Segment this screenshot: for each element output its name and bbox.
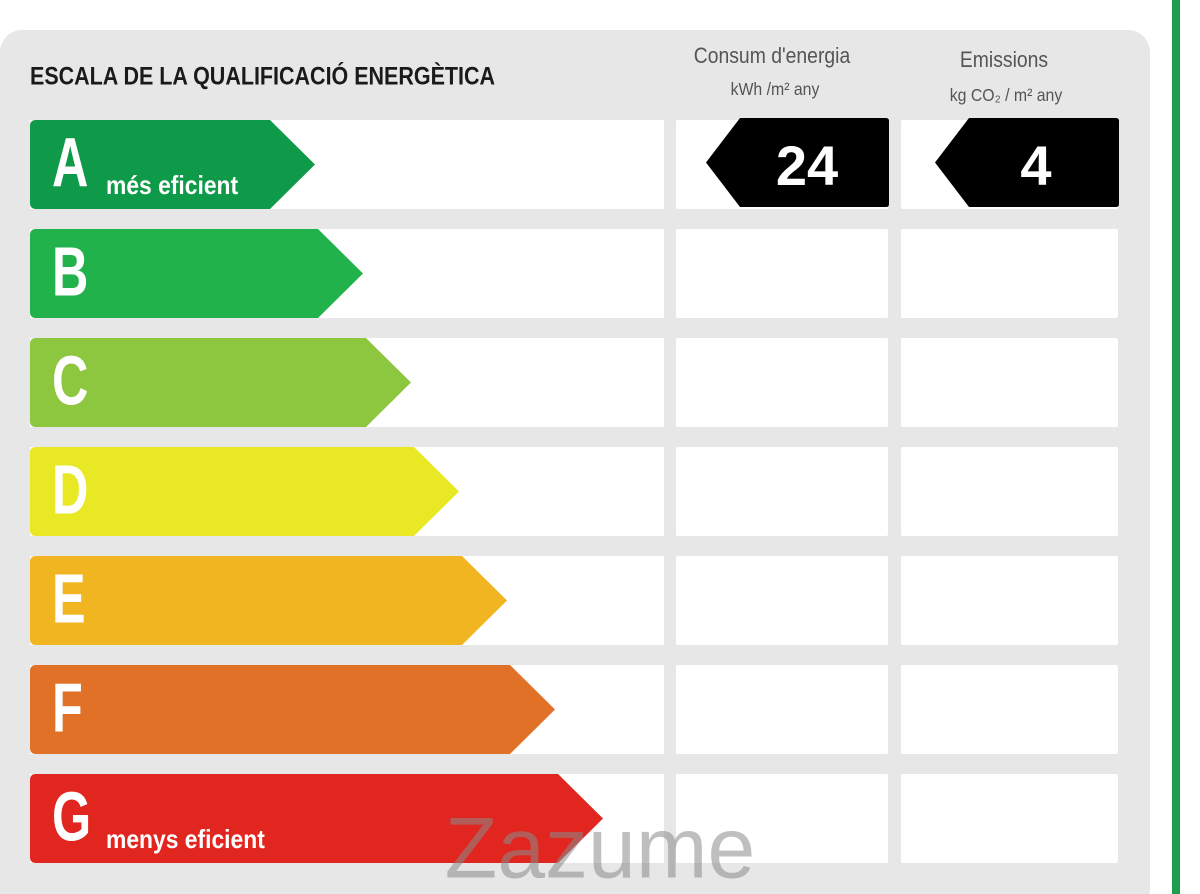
grade-note: més eficient	[106, 172, 238, 201]
grade-note: menys eficient	[106, 826, 265, 855]
grade-arrow	[30, 229, 363, 318]
emissions-value: 4	[1020, 134, 1051, 197]
value-badge	[935, 118, 1119, 207]
title: ESCALA DE LA QUALIFICACIÓ ENERGÈTICA	[30, 61, 495, 90]
column-title: Emissions	[960, 48, 1048, 72]
cell	[901, 665, 1118, 754]
cell	[901, 447, 1118, 536]
side-bar	[1172, 0, 1180, 894]
grade-letter: G	[52, 777, 91, 855]
grade-letter: F	[52, 668, 83, 746]
cell	[676, 665, 888, 754]
grade-letter: D	[52, 450, 88, 528]
consumption-value: 24	[776, 134, 838, 197]
grade-arrow	[30, 338, 411, 427]
column-unit: kg CO₂ / m² any	[950, 85, 1063, 105]
cell	[676, 774, 888, 863]
grade-arrow	[30, 556, 507, 645]
value-badge	[706, 118, 889, 207]
cell	[676, 229, 888, 318]
column-unit: kWh /m² any	[731, 79, 820, 99]
cell	[901, 556, 1118, 645]
grade-arrow	[30, 447, 459, 536]
grade-arrow	[30, 774, 603, 863]
watermark: Zazume	[445, 801, 756, 894]
cell	[676, 556, 888, 645]
grade-letter: A	[52, 123, 88, 201]
cell	[901, 229, 1118, 318]
cell	[676, 447, 888, 536]
cell	[676, 338, 888, 427]
grade-letter: E	[52, 559, 86, 637]
column-title: Consum d'energia	[694, 44, 851, 68]
grade-arrow	[30, 120, 315, 209]
cell	[901, 338, 1118, 427]
grade-arrow	[30, 665, 555, 754]
grade-letter: C	[52, 341, 88, 419]
cell	[901, 774, 1118, 863]
grade-letter: B	[52, 232, 88, 310]
